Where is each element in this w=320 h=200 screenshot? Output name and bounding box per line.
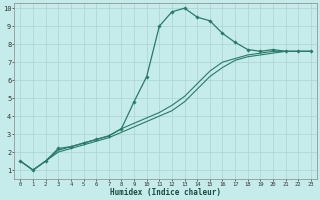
X-axis label: Humidex (Indice chaleur): Humidex (Indice chaleur)	[110, 188, 221, 197]
